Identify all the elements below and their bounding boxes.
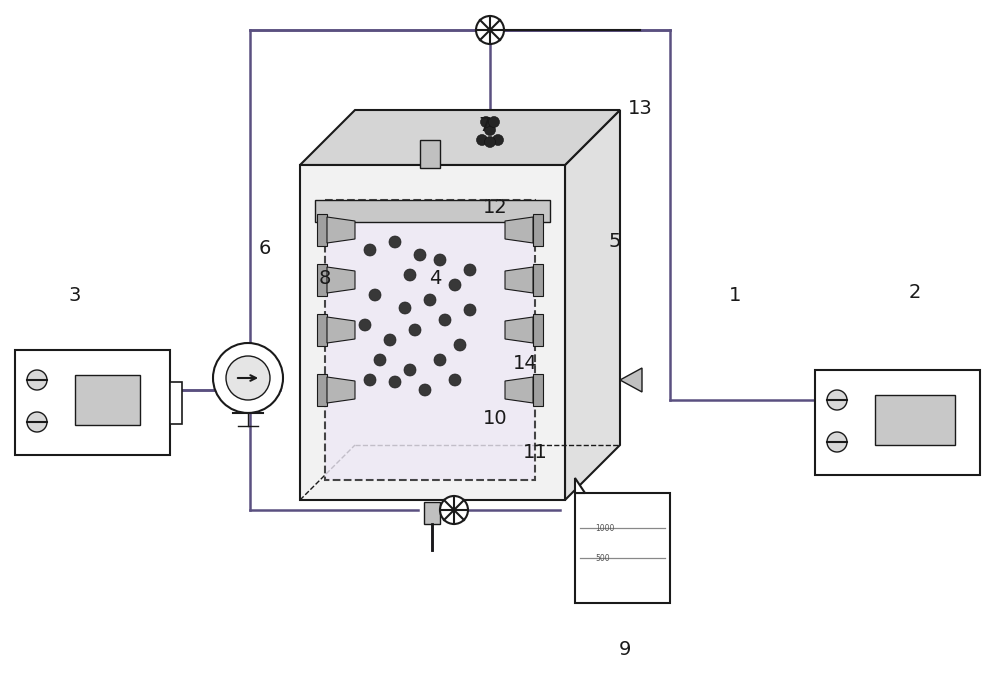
Text: 14: 14 [513,354,537,373]
Circle shape [492,135,504,146]
Bar [317,374,327,406]
Text: 12: 12 [483,198,507,217]
Bar [315,200,550,222]
Circle shape [488,116,500,128]
Circle shape [440,496,468,524]
Circle shape [827,390,847,410]
Circle shape [477,135,488,146]
Text: 3: 3 [69,286,81,305]
Bar [170,381,182,424]
Bar [575,493,670,603]
Text: 8: 8 [319,269,331,288]
Circle shape [384,334,396,346]
Circle shape [226,356,270,400]
Bar [317,264,327,296]
Text: 10: 10 [483,409,507,428]
Text: 6: 6 [259,239,271,258]
Bar [533,214,543,246]
Circle shape [449,279,461,291]
Bar [424,502,440,524]
Text: 5: 5 [609,232,621,251]
Text: 4: 4 [429,269,441,288]
Polygon shape [300,110,620,165]
Circle shape [439,314,451,326]
Bar [533,314,543,346]
Circle shape [389,376,401,388]
Text: 500: 500 [595,554,610,563]
Polygon shape [505,317,533,343]
Text: 7: 7 [479,116,491,135]
Circle shape [27,412,47,432]
Circle shape [399,302,411,314]
Bar [533,264,543,296]
Text: 11: 11 [523,443,547,462]
Circle shape [434,254,446,266]
Circle shape [484,124,496,135]
Circle shape [419,384,431,396]
Text: 2: 2 [909,283,921,302]
Bar [420,140,440,168]
Circle shape [464,304,476,316]
Circle shape [364,374,376,386]
Circle shape [464,264,476,276]
Bar [875,395,955,445]
Bar [300,165,565,500]
Bar [15,350,170,455]
Circle shape [213,343,283,413]
Bar [325,200,535,480]
Bar [317,314,327,346]
Circle shape [409,324,421,336]
Polygon shape [327,317,355,343]
Polygon shape [505,267,533,293]
Polygon shape [575,478,585,493]
Circle shape [404,364,416,376]
Circle shape [424,294,436,306]
Text: 13: 13 [628,99,652,118]
Circle shape [369,289,381,301]
Circle shape [476,16,504,44]
Circle shape [827,432,847,452]
Bar [317,214,327,246]
Circle shape [404,269,416,281]
Circle shape [484,137,496,148]
Circle shape [27,370,47,390]
Polygon shape [620,368,642,392]
Circle shape [434,354,446,366]
Circle shape [389,236,401,248]
Polygon shape [327,267,355,293]
Circle shape [414,249,426,261]
Polygon shape [327,217,355,243]
Bar [815,370,980,475]
Circle shape [374,354,386,366]
Text: 9: 9 [619,640,631,659]
Circle shape [480,116,492,128]
Circle shape [454,339,466,351]
Bar [75,375,140,425]
Polygon shape [505,377,533,403]
Polygon shape [505,217,533,243]
Text: 1: 1 [729,286,741,305]
Polygon shape [565,110,620,500]
Circle shape [449,374,461,386]
Circle shape [359,319,371,331]
Circle shape [364,244,376,256]
Text: 1000: 1000 [595,524,614,533]
Bar [533,374,543,406]
Polygon shape [327,377,355,403]
